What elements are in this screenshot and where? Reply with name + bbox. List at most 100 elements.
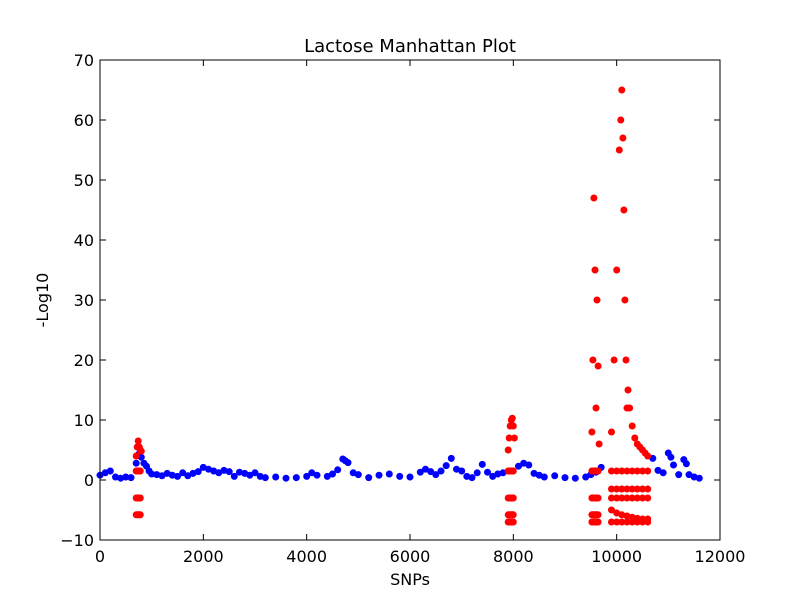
x-tick-label: 0 — [95, 547, 105, 566]
blue-snp-point — [667, 453, 675, 461]
blue-snp-point — [127, 474, 135, 482]
blue-snp-point — [458, 467, 466, 475]
y-tick-label: 60 — [74, 111, 94, 130]
blue-snp-point — [194, 468, 202, 476]
blue-snp-point — [282, 474, 290, 482]
red-snp-point — [613, 266, 621, 274]
blue-snp-point — [514, 462, 522, 470]
blue-snp-point — [303, 472, 311, 480]
red-snp-point — [510, 434, 518, 442]
red-snp-point — [508, 414, 516, 422]
x-tick-label: 6000 — [390, 547, 431, 566]
red-snp-point — [607, 506, 615, 514]
red-snp-point — [594, 511, 602, 519]
blue-snp-point — [483, 468, 491, 476]
blue-snp-point — [447, 454, 455, 462]
red-snp-point — [594, 494, 602, 502]
red-snp-point — [617, 116, 625, 124]
blue-snp-point — [261, 474, 269, 482]
red-snp-point — [622, 356, 630, 364]
blue-snp-point — [473, 469, 481, 477]
blue-snp-point — [442, 462, 450, 470]
red-snp-point — [589, 356, 597, 364]
red-snp-point — [136, 467, 144, 475]
blue-snp-point — [225, 468, 233, 476]
y-tick-label: 20 — [74, 351, 94, 370]
chart-title: Lactose Manhattan Plot — [304, 36, 516, 57]
y-tick-label: 70 — [74, 51, 94, 70]
x-tick-label: 12000 — [695, 547, 746, 566]
red-snp-point — [137, 447, 145, 455]
red-snp-point — [509, 511, 517, 519]
blue-snp-point — [675, 471, 683, 479]
y-axis-title: -Log10 — [33, 273, 52, 328]
red-snp-point — [591, 266, 599, 274]
blue-snp-point — [695, 474, 703, 482]
red-snp-point — [509, 467, 517, 475]
blue-snp-point — [540, 473, 548, 481]
x-tick-label: 2000 — [183, 547, 224, 566]
red-snp-point — [132, 452, 140, 460]
red-snp-point — [628, 422, 636, 430]
x-axis-title: SNPs — [390, 570, 430, 589]
blue-snp-point — [344, 459, 352, 467]
red-snp-point — [595, 440, 603, 448]
red-snp-point — [618, 86, 626, 94]
red-snp-point — [607, 428, 615, 436]
red-snp-point — [621, 296, 629, 304]
red-snp-point — [594, 518, 602, 526]
blue-snp-point — [551, 472, 559, 480]
x-tick-label: 10000 — [591, 547, 642, 566]
red-snp-point — [588, 428, 596, 436]
blue-snp-point — [427, 468, 435, 476]
red-snp-point — [504, 446, 512, 454]
x-axis: 0 2000 4000 6000 8000 10000 12000 — [95, 60, 746, 566]
blue-snp-point — [174, 472, 182, 480]
y-axis: −10 0 10 20 30 40 50 60 70 — [60, 51, 720, 550]
blue-snp-point — [375, 471, 383, 479]
blue-snp-point — [432, 471, 440, 479]
y-tick-label: −10 — [60, 531, 94, 550]
red-snp-point — [644, 494, 652, 502]
blue-snp-point — [385, 470, 393, 478]
red-snp-point — [594, 362, 602, 370]
blue-snp-point — [468, 474, 476, 482]
blue-snp-point — [328, 470, 336, 478]
blue-snp-point — [659, 469, 667, 477]
red-snp-point — [644, 485, 652, 493]
y-tick-label: 30 — [74, 291, 94, 310]
blue-snp-point — [682, 460, 690, 468]
blue-snp-point — [334, 466, 342, 474]
red-snp-point — [624, 386, 632, 394]
blue-snp-point — [230, 472, 238, 480]
blue-snp-point — [272, 473, 280, 481]
red-snp-point — [644, 518, 652, 526]
red-snp-point — [631, 434, 639, 442]
red-snp-point — [644, 452, 652, 460]
red-snp-point — [594, 467, 602, 475]
y-tick-label: 40 — [74, 231, 94, 250]
red-snp-point — [509, 422, 517, 430]
blue-snp-point — [525, 461, 533, 469]
data-points — [96, 86, 703, 526]
blue-snp-point — [354, 471, 362, 479]
red-snp-point — [620, 206, 628, 214]
red-snp-point — [592, 404, 600, 412]
blue-snp-point — [669, 461, 677, 469]
blue-snp-point — [313, 471, 321, 479]
red-snp-point — [626, 404, 634, 412]
blue-snp-point — [437, 467, 445, 475]
blue-snp-point — [561, 474, 569, 482]
blue-snp-point — [406, 473, 414, 481]
blue-snp-point — [478, 460, 486, 468]
blue-snp-point — [292, 474, 300, 482]
red-snp-point — [615, 146, 623, 154]
blue-snp-point — [179, 469, 187, 477]
red-snp-point — [136, 494, 144, 502]
blue-snp-point — [106, 467, 114, 475]
blue-snp-point — [251, 469, 259, 477]
blue-snp-point — [396, 472, 404, 480]
red-snp-point — [644, 467, 652, 475]
